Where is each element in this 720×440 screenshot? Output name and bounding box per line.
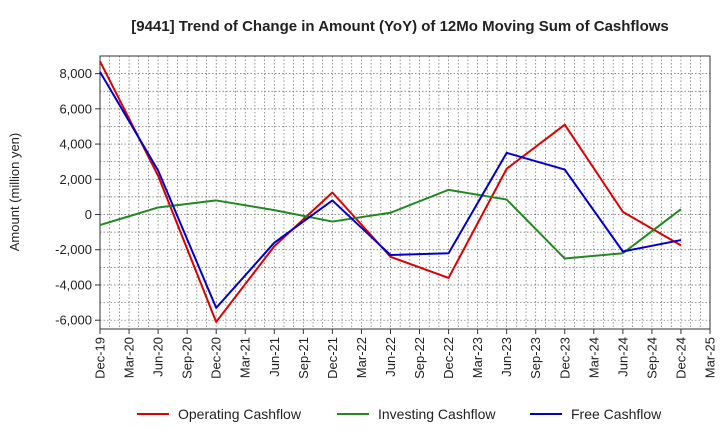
x-tick-label: Mar-22 bbox=[354, 337, 369, 378]
x-tick-label: Sep-21 bbox=[296, 337, 311, 379]
x-tick-label: Sep-23 bbox=[528, 337, 543, 379]
y-tick-label: 6,000 bbox=[59, 101, 92, 116]
x-tick-label: Mar-23 bbox=[470, 337, 485, 378]
x-tick-label: Jun-23 bbox=[499, 337, 514, 377]
plot-frame bbox=[99, 55, 711, 330]
x-axis-ticks: Dec-19 Mar-20 Jun-20 Sep-20 Dec-20 Mar-21 Jun-… bbox=[93, 329, 718, 379]
series-line-operating-cashflow bbox=[99, 60, 682, 323]
x-tick-label: Mar-25 bbox=[703, 337, 718, 378]
x-tick-label: Jun-24 bbox=[615, 337, 630, 377]
legend-label-operating-cashflow: Operating Cashflow bbox=[178, 406, 302, 422]
y-tick-label: 0 bbox=[85, 207, 92, 222]
x-tick-label: Dec-21 bbox=[325, 337, 340, 379]
y-tick-label: 4,000 bbox=[59, 137, 92, 152]
x-tick-label: Jun-22 bbox=[383, 337, 398, 377]
x-tick-label: Jun-21 bbox=[267, 337, 282, 377]
chart-title: [9441] Trend of Change in Amount (YoY) o… bbox=[131, 18, 669, 35]
x-tick-label: Dec-20 bbox=[209, 337, 224, 379]
legend: Operating Cashflow Investing Cashflow Free… bbox=[137, 406, 662, 422]
series-layer bbox=[99, 60, 682, 323]
series-line-free-cashflow bbox=[99, 71, 682, 309]
y-tick-label: 8,000 bbox=[59, 66, 92, 81]
x-tick-label: Dec-24 bbox=[673, 337, 688, 379]
y-tick-label: 2,000 bbox=[59, 172, 92, 187]
x-tick-label: Jun-20 bbox=[151, 337, 166, 377]
x-tick-label: Sep-24 bbox=[644, 337, 659, 379]
x-tick-label: Dec-22 bbox=[441, 337, 456, 379]
y-axis-title: Amount (million yen) bbox=[7, 133, 22, 252]
x-tick-label: Sep-22 bbox=[412, 337, 427, 379]
legend-label-investing-cashflow: Investing Cashflow bbox=[378, 406, 496, 422]
y-tick-label: -6,000 bbox=[55, 313, 92, 328]
y-tick-label: -4,000 bbox=[55, 277, 92, 292]
grid-layer bbox=[100, 55, 710, 329]
series-line-investing-cashflow bbox=[99, 188, 682, 260]
y-axis-ticks: -6,000 -4,000 -2,000 0 2,000 4,000 6,000 8,000 bbox=[55, 66, 100, 328]
x-tick-label: Mar-24 bbox=[586, 337, 601, 378]
x-tick-label: Dec-19 bbox=[93, 337, 108, 379]
y-tick-label: -2,000 bbox=[55, 242, 92, 257]
x-tick-label: Sep-20 bbox=[180, 337, 195, 379]
legend-label-free-cashflow: Free Cashflow bbox=[571, 406, 662, 422]
x-tick-label: Dec-23 bbox=[557, 337, 572, 379]
x-tick-label: Mar-20 bbox=[122, 337, 137, 378]
x-tick-label: Mar-21 bbox=[238, 337, 253, 378]
